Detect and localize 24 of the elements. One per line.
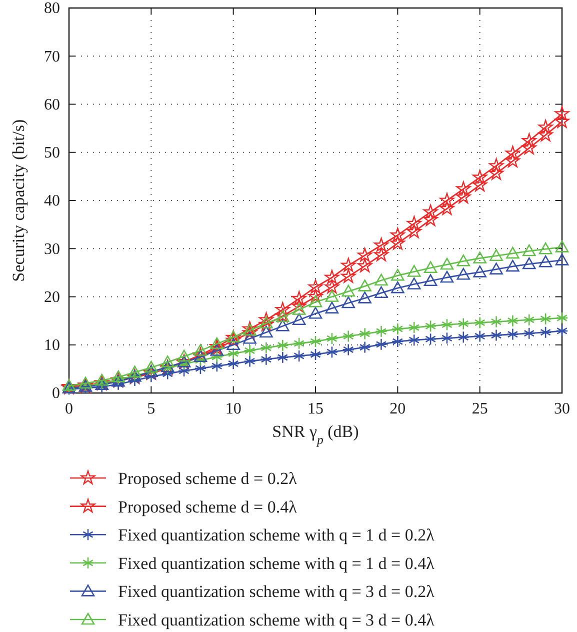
x-tick-label: 25 — [472, 400, 488, 418]
y-tick-label: 30 — [44, 240, 60, 258]
legend-label: Fixed quantization scheme with q = 3 d = 0.4λ — [118, 610, 436, 630]
x-tick-label: 0 — [65, 400, 73, 418]
x-axis-title: SNR γ$_{p}$ (dB) — [272, 422, 359, 447]
legend-label: Fixed quantization scheme with q = 1 d = 0.2λ — [118, 526, 436, 545]
x-tick-label: 5 — [147, 400, 156, 418]
x-tick-label: 20 — [390, 400, 406, 418]
y-tick-label: 70 — [44, 48, 60, 66]
y-tick-label: 0 — [52, 385, 60, 402]
legend-label: Fixed quantization scheme with q = 3 d = 0.2λ — [118, 582, 436, 602]
y-tick-label: 20 — [44, 288, 60, 306]
x-tick-label: 10 — [225, 400, 242, 418]
x-tick-label: 30 — [554, 400, 570, 418]
legend-label: Proposed scheme d = 0.4λ — [118, 497, 298, 516]
y-tick-label: 10 — [44, 336, 60, 354]
x-tick-label: 15 — [308, 400, 324, 418]
y-tick-label: 40 — [44, 192, 60, 210]
y-tick-label: 80 — [44, 0, 60, 18]
y-tick-label: 60 — [44, 96, 60, 114]
legend-label: Proposed scheme d = 0.2λ — [118, 469, 298, 488]
y-tick-label: 50 — [44, 144, 60, 162]
legend-label: Fixed quantization scheme with q = 1 d = 0.4λ — [118, 554, 436, 573]
y-axis-title: Security capacity (bit/s) — [9, 119, 28, 282]
